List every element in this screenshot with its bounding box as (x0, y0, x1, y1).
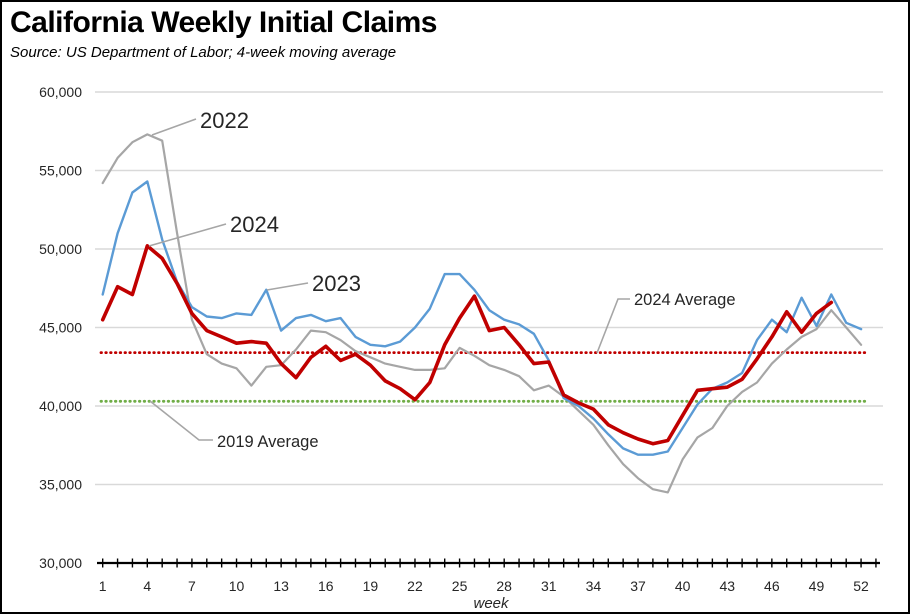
x-axis-label-31: 31 (541, 578, 557, 594)
annotation-leader-2024 (148, 223, 227, 247)
annotation-leader-2022 (151, 118, 197, 136)
x-axis-label-13: 13 (273, 578, 289, 594)
annotation-label-2024-average: 2024 Average (634, 291, 736, 309)
series-line-2022 (101, 133, 863, 494)
annotation-label-2019-average: 2019 Average (217, 433, 319, 451)
x-axis-label-19: 19 (363, 578, 379, 594)
y-axis-label-40000: 40,000 (39, 398, 82, 414)
y-axis-label-55000: 55,000 (39, 163, 82, 179)
x-axis-label-46: 46 (764, 578, 780, 594)
x-axis-label-16: 16 (318, 578, 334, 594)
x-axis-label-49: 49 (809, 578, 825, 594)
x-axis-label-10: 10 (229, 578, 245, 594)
y-axis-label-35000: 35,000 (39, 477, 82, 493)
x-axis-label-52: 52 (853, 578, 869, 594)
x-axis-label-34: 34 (586, 578, 602, 594)
annotation-label-2024: 2024 (230, 212, 279, 237)
series-line-2023 (101, 180, 863, 456)
x-axis-label-25: 25 (452, 578, 468, 594)
annotation-leader-2019-average (149, 400, 213, 441)
x-axis-label-40: 40 (675, 578, 691, 594)
annotation-leader-2023 (266, 282, 309, 291)
x-axis-label-28: 28 (496, 578, 512, 594)
annotation-label-2023: 2023 (312, 271, 361, 296)
y-axis-label-30000: 30,000 (39, 555, 82, 571)
x-axis-label-4: 4 (143, 578, 151, 594)
y-axis-label-45000: 45,000 (39, 320, 82, 336)
y-axis-label-50000: 50,000 (39, 241, 82, 257)
x-axis-label-1: 1 (99, 578, 107, 594)
annotation-leader-2024-average (596, 298, 630, 354)
x-axis-label-37: 37 (630, 578, 646, 594)
x-axis-label-7: 7 (188, 578, 196, 594)
series-line-2024 (100, 244, 834, 446)
chart-title: California Weekly Initial Claims (10, 6, 437, 39)
x-axis-label-43: 43 (719, 578, 735, 594)
annotation-label-2022: 2022 (200, 108, 249, 133)
chart-source-note: Source: US Department of Labor; 4-week m… (10, 44, 397, 61)
x-axis-title: week (473, 595, 510, 612)
x-axis-label-22: 22 (407, 578, 423, 594)
y-axis-label-60000: 60,000 (39, 84, 82, 100)
